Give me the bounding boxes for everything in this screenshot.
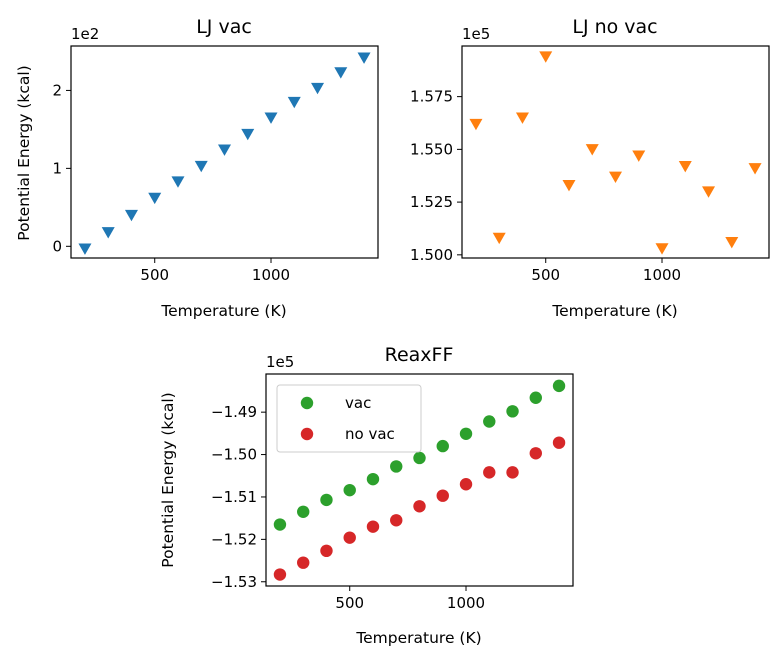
data-point <box>529 391 542 404</box>
y-tick-label: 1.500 <box>410 246 453 264</box>
chart-title: ReaxFF <box>385 344 454 366</box>
data-point <box>469 118 483 131</box>
y-tick-label: −1.52 <box>211 530 257 548</box>
offset-text: 1e2 <box>71 25 99 43</box>
data-point <box>366 472 380 486</box>
data-point <box>436 489 449 502</box>
chart-reaxff: ReaxFF 1e5 Temperature (K) Potential Ene… <box>159 344 574 647</box>
x-tick-label: 1000 <box>252 266 290 284</box>
axes-frame <box>265 373 574 587</box>
data-point <box>273 518 287 531</box>
y-axis-label: Potential Energy (kcal) <box>159 392 177 567</box>
data-point <box>273 568 287 581</box>
data-point <box>632 150 646 162</box>
data-point <box>264 112 278 124</box>
chart-lj-vac: LJ vac 1e2 Temperature (K) Potential Ene… <box>15 16 379 320</box>
data-point <box>101 227 115 239</box>
data-point <box>334 67 348 79</box>
data-point <box>148 192 162 205</box>
y-axis-label: Potential Energy (kcal) <box>15 65 33 240</box>
data-point <box>366 520 380 533</box>
x-tick-label: 1000 <box>643 266 681 284</box>
x-tick-label: 500 <box>531 266 560 284</box>
y-tick-label: 1.575 <box>410 88 453 106</box>
data-point <box>655 243 669 255</box>
x-tick-label: 500 <box>140 266 169 284</box>
data-point <box>413 451 426 465</box>
y-tick-label: −1.50 <box>211 446 257 464</box>
legend-label: vac <box>345 394 371 412</box>
data-point <box>287 96 301 109</box>
y-tick-label: 1.525 <box>410 193 453 211</box>
offset-text: 1e5 <box>462 25 490 43</box>
data-point <box>124 209 138 222</box>
data-point <box>311 82 325 95</box>
data-point <box>357 52 371 64</box>
x-tick-label: 1000 <box>447 594 485 612</box>
data-point <box>320 544 333 558</box>
data-point <box>562 180 576 192</box>
axes-frame <box>70 45 379 259</box>
y-tick-label: 1.550 <box>410 140 453 158</box>
data-point <box>702 186 716 198</box>
data-point <box>492 232 506 245</box>
x-tick-label: 500 <box>335 594 364 612</box>
data-point <box>413 500 426 513</box>
data-point <box>343 483 356 497</box>
data-point <box>552 436 566 449</box>
data-point <box>515 112 529 124</box>
x-axis-label: Temperature (K) <box>160 302 286 320</box>
data-point <box>390 460 403 473</box>
data-point <box>78 243 92 255</box>
data-point <box>171 176 185 188</box>
data-point <box>320 493 333 507</box>
data-point <box>436 439 449 453</box>
axes-frame <box>461 45 770 259</box>
data-point <box>459 478 473 491</box>
data-point <box>343 531 356 544</box>
y-tick-label: 0 <box>52 237 62 255</box>
data-point <box>506 405 519 418</box>
data-point <box>539 51 553 63</box>
data-point <box>506 466 519 479</box>
data-point <box>552 379 566 393</box>
chart-title: LJ no vac <box>572 16 657 38</box>
legend-marker <box>300 427 314 441</box>
data-point <box>529 447 542 460</box>
data-point <box>678 161 692 173</box>
chart-lj-no-vac: LJ no vac 1e5 Temperature (K) 500 1000 1.5… <box>410 16 770 320</box>
data-point <box>585 144 599 156</box>
y-tick-label: 2 <box>52 81 62 99</box>
data-point <box>297 505 310 518</box>
y-tick-label: −1.49 <box>211 403 257 421</box>
data-point <box>194 160 208 173</box>
legend-marker <box>300 396 314 410</box>
y-tick-label: 1 <box>52 159 62 177</box>
data-point <box>725 236 739 249</box>
offset-text: 1e5 <box>266 353 294 371</box>
legend-label: no vac <box>345 425 395 443</box>
data-point <box>483 415 496 428</box>
data-point <box>748 163 762 175</box>
data-point <box>390 514 403 527</box>
y-tick-label: −1.51 <box>211 488 257 506</box>
data-point <box>218 144 231 156</box>
data-point <box>609 171 622 183</box>
x-axis-label: Temperature (K) <box>551 302 677 320</box>
data-point <box>297 556 310 569</box>
data-point <box>241 128 255 141</box>
data-point <box>459 427 473 440</box>
data-point <box>483 466 496 479</box>
y-tick-label: −1.53 <box>211 573 257 591</box>
x-axis-label: Temperature (K) <box>355 629 481 647</box>
chart-title: LJ vac <box>196 16 252 38</box>
